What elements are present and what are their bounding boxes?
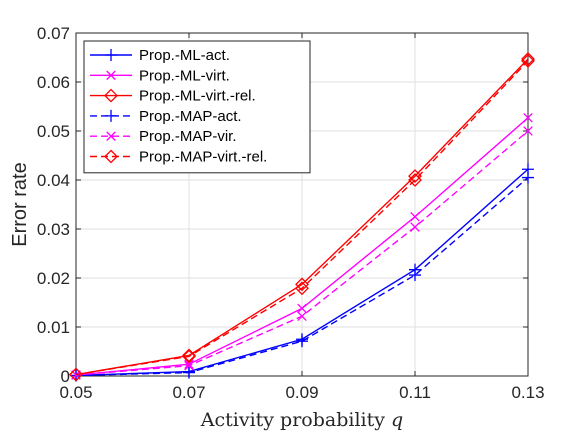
x-tick-label: 0.11 [399, 383, 431, 402]
series-layer [69, 52, 535, 382]
x-marker [297, 311, 307, 321]
y-tick-label: 0 [61, 367, 70, 386]
diamond-marker [104, 88, 118, 103]
x-marker [184, 360, 194, 371]
diamond-marker [408, 169, 422, 183]
x-marker [410, 222, 420, 232]
diamond-marker [69, 367, 83, 382]
diamond-marker [295, 281, 309, 296]
y-axis-title: Error rate [9, 162, 31, 246]
x-tick-label: 0.09 [285, 383, 318, 402]
x-marker [297, 303, 307, 314]
legend-label: Prop.-ML-act. [139, 47, 230, 64]
x-marker [106, 70, 116, 81]
y-tick-label: 0.07 [37, 24, 70, 43]
legend-entry: Prop.-ML-virt. [90, 67, 230, 84]
legend-label: Prop.-MAP-vir. [139, 128, 237, 145]
x-tick-label: 0.05 [59, 383, 92, 402]
legend: Prop.-ML-act. Prop.-ML-virt. Prop.-ML-virt… [83, 40, 311, 174]
y-tick-label: 0.04 [37, 171, 70, 190]
legend-entry: Prop.-MAP-virt.-rel. [90, 149, 267, 166]
legend-label: Prop.-MAP-virt.-rel. [139, 149, 267, 166]
plus-marker [296, 335, 308, 348]
plus-marker [183, 366, 195, 379]
plus-marker [409, 269, 421, 282]
series-line [75, 60, 529, 376]
diamond-marker [104, 149, 118, 164]
x-marker [410, 211, 420, 222]
plus-marker [105, 49, 117, 61]
legend-entry: Prop.-MAP-vir. [90, 128, 237, 145]
diamond-marker [295, 277, 309, 292]
legend-box [83, 40, 311, 174]
x-axis-title-text: Activity probability [200, 409, 385, 431]
legend-entry: Prop.-ML-virt.-rel. [90, 88, 256, 105]
x-axis-title-variable: q [391, 409, 403, 431]
diamond-marker [521, 54, 535, 68]
series-6 [69, 54, 535, 382]
legend-label: Prop.-ML-virt.-rel. [139, 88, 256, 105]
x-marker [106, 131, 116, 141]
x-marker [184, 359, 194, 370]
legend-label: Prop.-ML-virt. [139, 67, 230, 84]
diamond-marker [521, 52, 535, 66]
y-tick-label: 0.01 [37, 318, 70, 337]
plus-marker [105, 109, 117, 122]
series-line [75, 58, 529, 376]
y-tick-label: 0.06 [37, 73, 70, 92]
plus-marker [522, 171, 534, 184]
axis-ticks: 0.05 0.07 0.09 0.11 0.13 0 0.01 0.02 0.03 0.04 0.0… [37, 24, 545, 402]
diamond-marker [182, 349, 196, 364]
series-4 [70, 171, 534, 382]
y-tick-label: 0.02 [37, 269, 70, 288]
legend-entry: Prop.-ML-act. [90, 47, 230, 64]
x-marker [523, 112, 533, 123]
diamond-marker [182, 348, 196, 363]
series-line [75, 177, 529, 377]
y-tick-label: 0.05 [37, 122, 70, 141]
x-axis-title: Activity probability q [200, 409, 403, 431]
x-marker [523, 126, 533, 136]
x-tick-label: 0.13 [511, 383, 544, 402]
y-tick-label: 0.03 [37, 220, 70, 239]
legend-entry: Prop.-MAP-act. [90, 108, 242, 125]
legend-label: Prop.-MAP-act. [139, 108, 242, 125]
diamond-marker [408, 173, 422, 187]
x-tick-label: 0.07 [172, 383, 205, 402]
